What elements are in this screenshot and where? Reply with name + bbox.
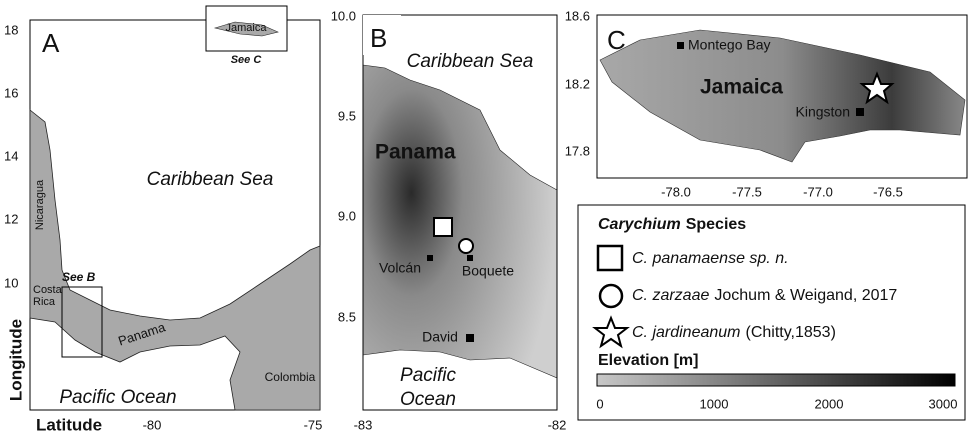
label: (Chitty,1853) <box>746 324 836 341</box>
label: Latitude <box>36 415 102 434</box>
label: See C <box>231 54 263 66</box>
label: Ocean <box>400 389 456 410</box>
legend-frame <box>578 205 965 420</box>
label: A <box>42 28 60 58</box>
marker-panamaense <box>434 218 452 236</box>
label: -78.0 <box>661 184 691 199</box>
label: Jamaica <box>226 22 268 34</box>
label: Longitude <box>6 319 25 401</box>
legend-item: C. jardineanum (Chitty,1853) <box>632 324 836 341</box>
label: -77.0 <box>803 184 833 199</box>
label: 9.0 <box>338 208 356 223</box>
legend-item: C. zarzaae Jochum & Weigand, 2017 <box>632 287 897 304</box>
town-marker <box>677 42 684 49</box>
town-marker <box>856 108 864 116</box>
label: 17.8 <box>565 143 590 158</box>
legend-title: Carychium Species <box>598 216 746 233</box>
elevation-bar <box>597 374 955 386</box>
label: Pacific Ocean <box>59 387 176 408</box>
label: C. jardineanum <box>632 324 741 341</box>
label: C. panamaense sp. n. <box>632 250 789 267</box>
label: 18.6 <box>565 8 590 23</box>
label: -83 <box>354 417 373 432</box>
label: -76.5 <box>873 184 903 199</box>
label: C <box>607 25 626 55</box>
panel-a: A Jamaica See C See B Caribbean Sea Paci… <box>4 6 322 434</box>
label: 10.0 <box>331 8 356 23</box>
label: 9.5 <box>338 108 356 123</box>
label: 18 <box>4 22 18 37</box>
label: Species <box>686 216 747 233</box>
label: Elevation [m] <box>598 352 698 369</box>
label: Volcán <box>379 260 421 276</box>
label: 0 <box>596 396 603 411</box>
label: 16 <box>4 85 18 100</box>
label: Pacific <box>400 365 456 386</box>
legend: Carychium Species C. panamaense sp. n. C.… <box>578 205 965 420</box>
label: 12 <box>4 211 18 226</box>
label: 1000 <box>700 396 729 411</box>
label: 14 <box>4 148 18 163</box>
legend-circle <box>600 285 622 307</box>
label: -80 <box>143 417 162 432</box>
marker-zarzaae <box>459 239 473 253</box>
label: Kingston <box>796 104 850 120</box>
label: 2000 <box>815 396 844 411</box>
figure: A Jamaica See C See B Caribbean Sea Paci… <box>0 0 973 441</box>
town-marker <box>467 255 473 261</box>
label: Jochum & Weigand, 2017 <box>714 287 897 304</box>
label: -82 <box>548 417 567 432</box>
town-marker <box>427 255 433 261</box>
label: Jamaica <box>700 76 783 99</box>
label: Montego Bay <box>688 37 771 53</box>
label: Caribbean Sea <box>407 51 534 72</box>
label: 10 <box>4 275 18 290</box>
label: Costa <box>33 284 63 296</box>
label: 18.2 <box>565 76 590 91</box>
panel-b: B Caribbean Sea Panama Pacific Ocean Vol… <box>331 8 567 432</box>
label: -77.5 <box>732 184 762 199</box>
label: Panama <box>375 141 456 164</box>
label: David <box>422 329 458 345</box>
body: A Jamaica See C See B Caribbean Sea Paci… <box>0 0 973 441</box>
label: Rica <box>33 296 56 308</box>
label: See B <box>62 270 96 284</box>
label: 8.5 <box>338 309 356 324</box>
label: Caribbean Sea <box>147 169 274 190</box>
page: Map figure {"panel_a": {"label": "A", "i… <box>0 0 973 441</box>
label: C. zarzaae <box>632 287 709 304</box>
town-marker <box>466 334 474 342</box>
label: -75 <box>304 417 323 432</box>
label: Nicaragua <box>34 179 46 230</box>
label: Boquete <box>462 263 514 279</box>
label: B <box>370 23 387 53</box>
label: Colombia <box>265 370 316 384</box>
panel-c: C Montego Bay Jamaica Kingston 18.6 18.2… <box>565 8 967 199</box>
label: 3000 <box>929 396 958 411</box>
label: Carychium <box>598 216 681 233</box>
legend-square <box>598 246 622 270</box>
